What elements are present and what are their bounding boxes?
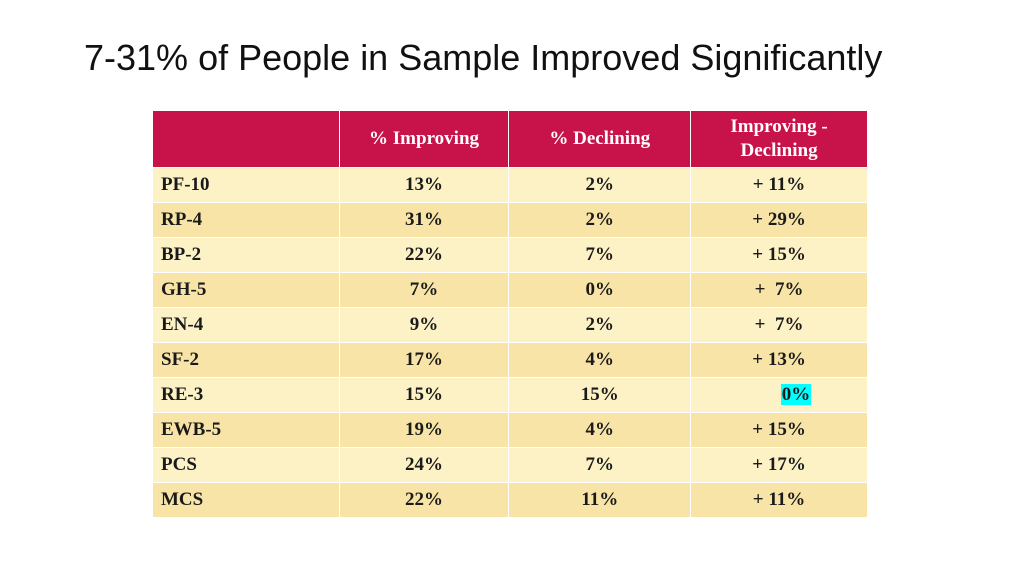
- cell-declining: 2%: [508, 167, 692, 203]
- cell-improving: 24%: [338, 447, 510, 483]
- header-blank: [152, 110, 340, 168]
- table-row: RP-4 31% 2% + 29%: [152, 202, 868, 238]
- header-difference: Improving - Declining: [690, 110, 868, 168]
- cell-difference: + 15%: [690, 237, 868, 273]
- cell-improving: 31%: [338, 202, 510, 238]
- table-row: RE-3 15% 15% 0%: [152, 377, 868, 413]
- table-row: PCS 24% 7% + 17%: [152, 447, 868, 483]
- header-declining: % Declining: [508, 110, 692, 168]
- cell-declining: 11%: [508, 482, 692, 518]
- cell-difference: + 17%: [690, 447, 868, 483]
- table-row: PF-10 13% 2% + 11%: [152, 167, 868, 203]
- cell-difference: + 29%: [690, 202, 868, 238]
- cell-improving: 19%: [338, 412, 510, 448]
- cell-improving: 22%: [338, 237, 510, 273]
- row-label: BP-2: [152, 237, 340, 273]
- row-label: EN-4: [152, 307, 340, 343]
- cell-improving: 22%: [338, 482, 510, 518]
- table-row: BP-2 22% 7% + 15%: [152, 237, 868, 273]
- cell-difference: + 7%: [690, 307, 868, 343]
- cell-declining: 15%: [508, 377, 692, 413]
- cell-difference: + 15%: [690, 412, 868, 448]
- row-label: PF-10: [152, 167, 340, 203]
- slide-title: 7-31% of People in Sample Improved Signi…: [84, 37, 883, 78]
- cell-improving: 17%: [338, 342, 510, 378]
- header-row: % Improving % Declining Improving - Decl…: [152, 110, 868, 168]
- row-label: MCS: [152, 482, 340, 518]
- cell-difference: + 11%: [690, 482, 868, 518]
- cell-declining: 0%: [508, 272, 692, 308]
- cell-difference: 0%: [690, 377, 868, 413]
- cell-difference: + 11%: [690, 167, 868, 203]
- row-label: SF-2: [152, 342, 340, 378]
- table-row: MCS 22% 11% + 11%: [152, 482, 868, 518]
- header-difference-text: Improving - Declining: [730, 116, 828, 161]
- cell-declining: 4%: [508, 342, 692, 378]
- cell-difference: + 7%: [690, 272, 868, 308]
- table-row: SF-2 17% 4% + 13%: [152, 342, 868, 378]
- cell-improving: 7%: [338, 272, 510, 308]
- results-table: % Improving % Declining Improving - Decl…: [152, 110, 868, 518]
- table-row: EWB-5 19% 4% + 15%: [152, 412, 868, 448]
- row-label: GH-5: [152, 272, 340, 308]
- table-row: EN-4 9% 2% + 7%: [152, 307, 868, 343]
- cell-difference: + 13%: [690, 342, 868, 378]
- row-label: RE-3: [152, 377, 340, 413]
- cell-declining: 4%: [508, 412, 692, 448]
- cell-declining: 2%: [508, 307, 692, 343]
- cell-declining: 2%: [508, 202, 692, 238]
- header-improving: % Improving: [338, 110, 510, 168]
- row-label: RP-4: [152, 202, 340, 238]
- row-label: PCS: [152, 447, 340, 483]
- cell-declining: 7%: [508, 237, 692, 273]
- cell-improving: 15%: [338, 377, 510, 413]
- row-label: EWB-5: [152, 412, 340, 448]
- cell-improving: 13%: [338, 167, 510, 203]
- table-row: GH-5 7% 0% + 7%: [152, 272, 868, 308]
- highlighted-value: 0%: [780, 384, 812, 405]
- cell-declining: 7%: [508, 447, 692, 483]
- cell-improving: 9%: [338, 307, 510, 343]
